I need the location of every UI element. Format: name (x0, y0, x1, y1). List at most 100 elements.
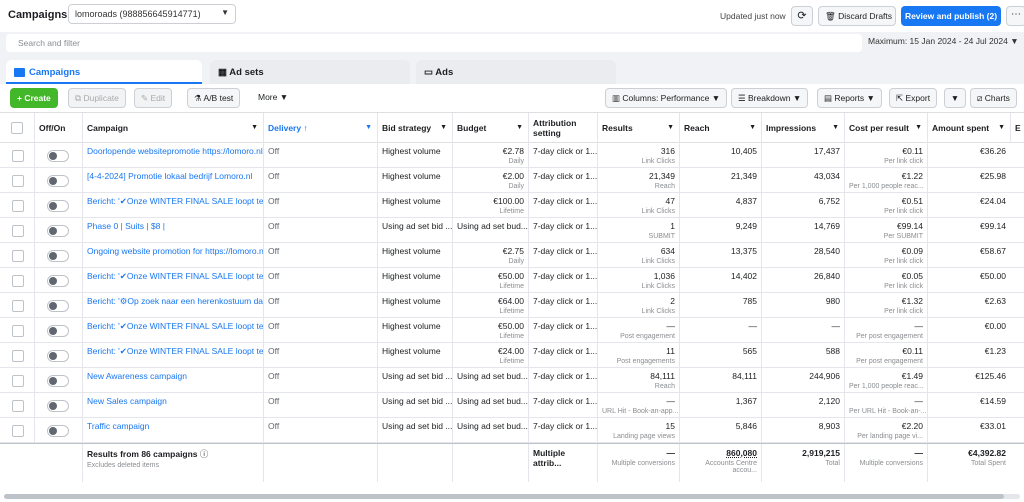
row-checkbox[interactable] (12, 425, 24, 437)
campaign-value[interactable]: Bericht: '✔Onze WINTER FINAL SALE loopt … (87, 346, 263, 356)
row-checkbox[interactable] (12, 325, 24, 337)
totals-empty-budget (452, 444, 528, 482)
campaign-value[interactable]: Bericht: '✔Onze WINTER FINAL SALE loopt … (87, 321, 263, 331)
row-checkbox[interactable] (12, 275, 24, 287)
table-row[interactable]: Bericht: '✔Onze WINTER FINAL SALE loopt … (0, 318, 1024, 343)
spent-value: €1.23 (984, 346, 1006, 356)
more-options-icon[interactable]: ⋯ (1006, 6, 1024, 26)
row-checkbox[interactable] (12, 175, 24, 187)
select-all-checkbox[interactable] (11, 122, 23, 134)
cell-results: 634 Link Clicks (597, 243, 679, 268)
table-row[interactable]: New Awareness campaign Off Using ad set bi… (0, 368, 1024, 393)
campaign-value[interactable]: New Awareness campaign (87, 371, 188, 381)
totals-impressions-sub: Total (825, 460, 840, 467)
campaign-value[interactable]: Bericht: '✔Onze WINTER FINAL SALE loopt … (87, 196, 263, 206)
impressions-value: 6,752 (818, 196, 840, 206)
table-row[interactable]: Doorlopende websitepromotie https://lomo… (0, 143, 1024, 168)
campaign-value[interactable]: New Sales campaign (87, 396, 167, 406)
tab-ad-sets[interactable]: ▦ Ad sets (210, 60, 410, 84)
campaign-value[interactable]: Ongoing website promotion for https://lo… (87, 246, 263, 256)
table-row[interactable]: Bericht: '✔Onze WINTER FINAL SALE loopt … (0, 193, 1024, 218)
charts-button[interactable]: ⧄ Charts (970, 88, 1017, 108)
campaign-toggle[interactable] (47, 250, 69, 262)
columns-button[interactable]: ▥ Columns: Performance ▼ (605, 88, 728, 108)
col-off-on[interactable]: Off/On (34, 113, 82, 143)
refresh-icon[interactable]: ⟳ (791, 6, 813, 26)
attribution-value: 7-day click or 1... (533, 221, 597, 231)
col-results[interactable]: Results ▼ (597, 113, 679, 143)
cpr-value: €1.32 (901, 296, 923, 306)
campaign-toggle[interactable] (47, 150, 69, 162)
campaign-toggle[interactable] (47, 225, 69, 237)
breakdown-button[interactable]: ☰ Breakdown ▼ (731, 88, 809, 108)
row-checkbox[interactable] (12, 375, 24, 387)
scrollbar-thumb[interactable] (4, 494, 1004, 499)
duplicate-button[interactable]: ⧉ Duplicate (68, 88, 126, 108)
cell-reach: 21,349 (679, 168, 761, 193)
campaign-toggle[interactable] (47, 275, 69, 287)
campaign-toggle[interactable] (47, 325, 69, 337)
account-selector[interactable]: lomoroads (988856645914771) ▼ (68, 4, 236, 24)
table-row[interactable]: Bericht: '✔Onze WINTER FINAL SALE loopt … (0, 268, 1024, 293)
date-range-label: Maximum: 15 Jan 2024 - 24 Jul 2024 (868, 36, 1008, 46)
cell-reach: 565 (679, 343, 761, 368)
col-bid-strategy[interactable]: Bid strategy ▼ (377, 113, 452, 143)
col-delivery[interactable]: Delivery ↑ ▼ (263, 113, 377, 143)
table-row[interactable]: Bericht: '✔Onze WINTER FINAL SALE loopt … (0, 343, 1024, 368)
row-checkbox[interactable] (12, 225, 24, 237)
col-reach[interactable]: Reach ▼ (679, 113, 761, 143)
breakdown-label: Breakdown (748, 93, 791, 103)
row-checkbox[interactable] (12, 150, 24, 162)
reports-button[interactable]: ▤ Reports ▼ (817, 88, 882, 108)
table-row[interactable]: Ongoing website promotion for https://lo… (0, 243, 1024, 268)
cpr-value: €0.05 (901, 271, 923, 281)
col-attribution[interactable]: Attribution setting (528, 113, 597, 143)
ab-test-button[interactable]: ⚗ A/B test (187, 88, 241, 108)
review-publish-button[interactable]: Review and publish (2) (901, 6, 1001, 26)
info-icon[interactable]: ⓘ (199, 449, 209, 459)
bid-value: Using ad set bid ... (382, 396, 452, 406)
campaign-toggle[interactable] (47, 375, 69, 387)
campaign-toggle[interactable] (47, 175, 69, 187)
campaign-value[interactable]: [4-4-2024] Promotie lokaal bedrijf Lomor… (87, 171, 253, 181)
row-checkbox[interactable] (12, 250, 24, 262)
campaign-toggle[interactable] (47, 400, 69, 412)
col-impressions[interactable]: Impressions ▼ (761, 113, 844, 143)
col-cost-per-result[interactable]: Cost per result ▼ (844, 113, 927, 143)
campaign-value[interactable]: Doorlopende websitepromotie https://lomo… (87, 146, 263, 156)
campaign-value[interactable]: Bericht: '✔Onze WINTER FINAL SALE loopt … (87, 271, 263, 281)
horizontal-scrollbar[interactable] (4, 494, 1020, 499)
table-row[interactable]: New Sales campaign Off Using ad set bid ..… (0, 393, 1024, 418)
create-button[interactable]: + Create (10, 88, 58, 108)
edit-button[interactable]: ✎ Edit (134, 88, 173, 108)
table-row[interactable]: Phase 0 | Suits | $8 | Off Using ad set bi… (0, 218, 1024, 243)
row-checkbox[interactable] (12, 200, 24, 212)
table-row[interactable]: [4-4-2024] Promotie lokaal bedrijf Lomor… (0, 168, 1024, 193)
table-row[interactable]: Bericht: '⚙Op zoek naar een herenkostuum… (0, 293, 1024, 318)
col-amount-spent[interactable]: Amount spent ▼ (927, 113, 1010, 143)
discard-drafts-button[interactable]: 🗑 Discard Drafts (818, 6, 896, 26)
campaign-toggle[interactable] (47, 425, 69, 437)
search-input[interactable]: Search and filter (6, 34, 862, 52)
cpr-value: — (914, 396, 924, 406)
col-budget[interactable]: Budget ▼ (452, 113, 528, 143)
col-campaign[interactable]: Campaign ▼ (82, 113, 263, 143)
tab-campaigns[interactable]: Campaigns (6, 60, 202, 85)
campaign-value[interactable]: Phase 0 | Suits | $8 | (87, 221, 165, 231)
delivery-value: Off (268, 321, 280, 331)
campaign-toggle[interactable] (47, 350, 69, 362)
campaign-value[interactable]: Traffic campaign (87, 421, 150, 431)
campaign-toggle[interactable] (47, 300, 69, 312)
row-checkbox[interactable] (12, 400, 24, 412)
export-dropdown[interactable]: ▼ (944, 88, 966, 108)
more-button[interactable]: More ▼ (258, 92, 289, 102)
row-checkbox[interactable] (12, 300, 24, 312)
campaign-toggle[interactable] (47, 200, 69, 212)
campaign-value[interactable]: Bericht: '⚙Op zoek naar een herenkostuum… (87, 296, 263, 306)
date-range-selector[interactable]: Maximum: 15 Jan 2024 - 24 Jul 2024 ▼ (868, 36, 1019, 46)
col-e[interactable]: E (1010, 113, 1024, 143)
tab-ads[interactable]: ▭ Ads (416, 60, 616, 84)
table-row[interactable]: Traffic campaign Off Using ad set bid ... U… (0, 418, 1024, 443)
row-checkbox[interactable] (12, 350, 24, 362)
export-button[interactable]: ⇱ Export (889, 88, 938, 108)
